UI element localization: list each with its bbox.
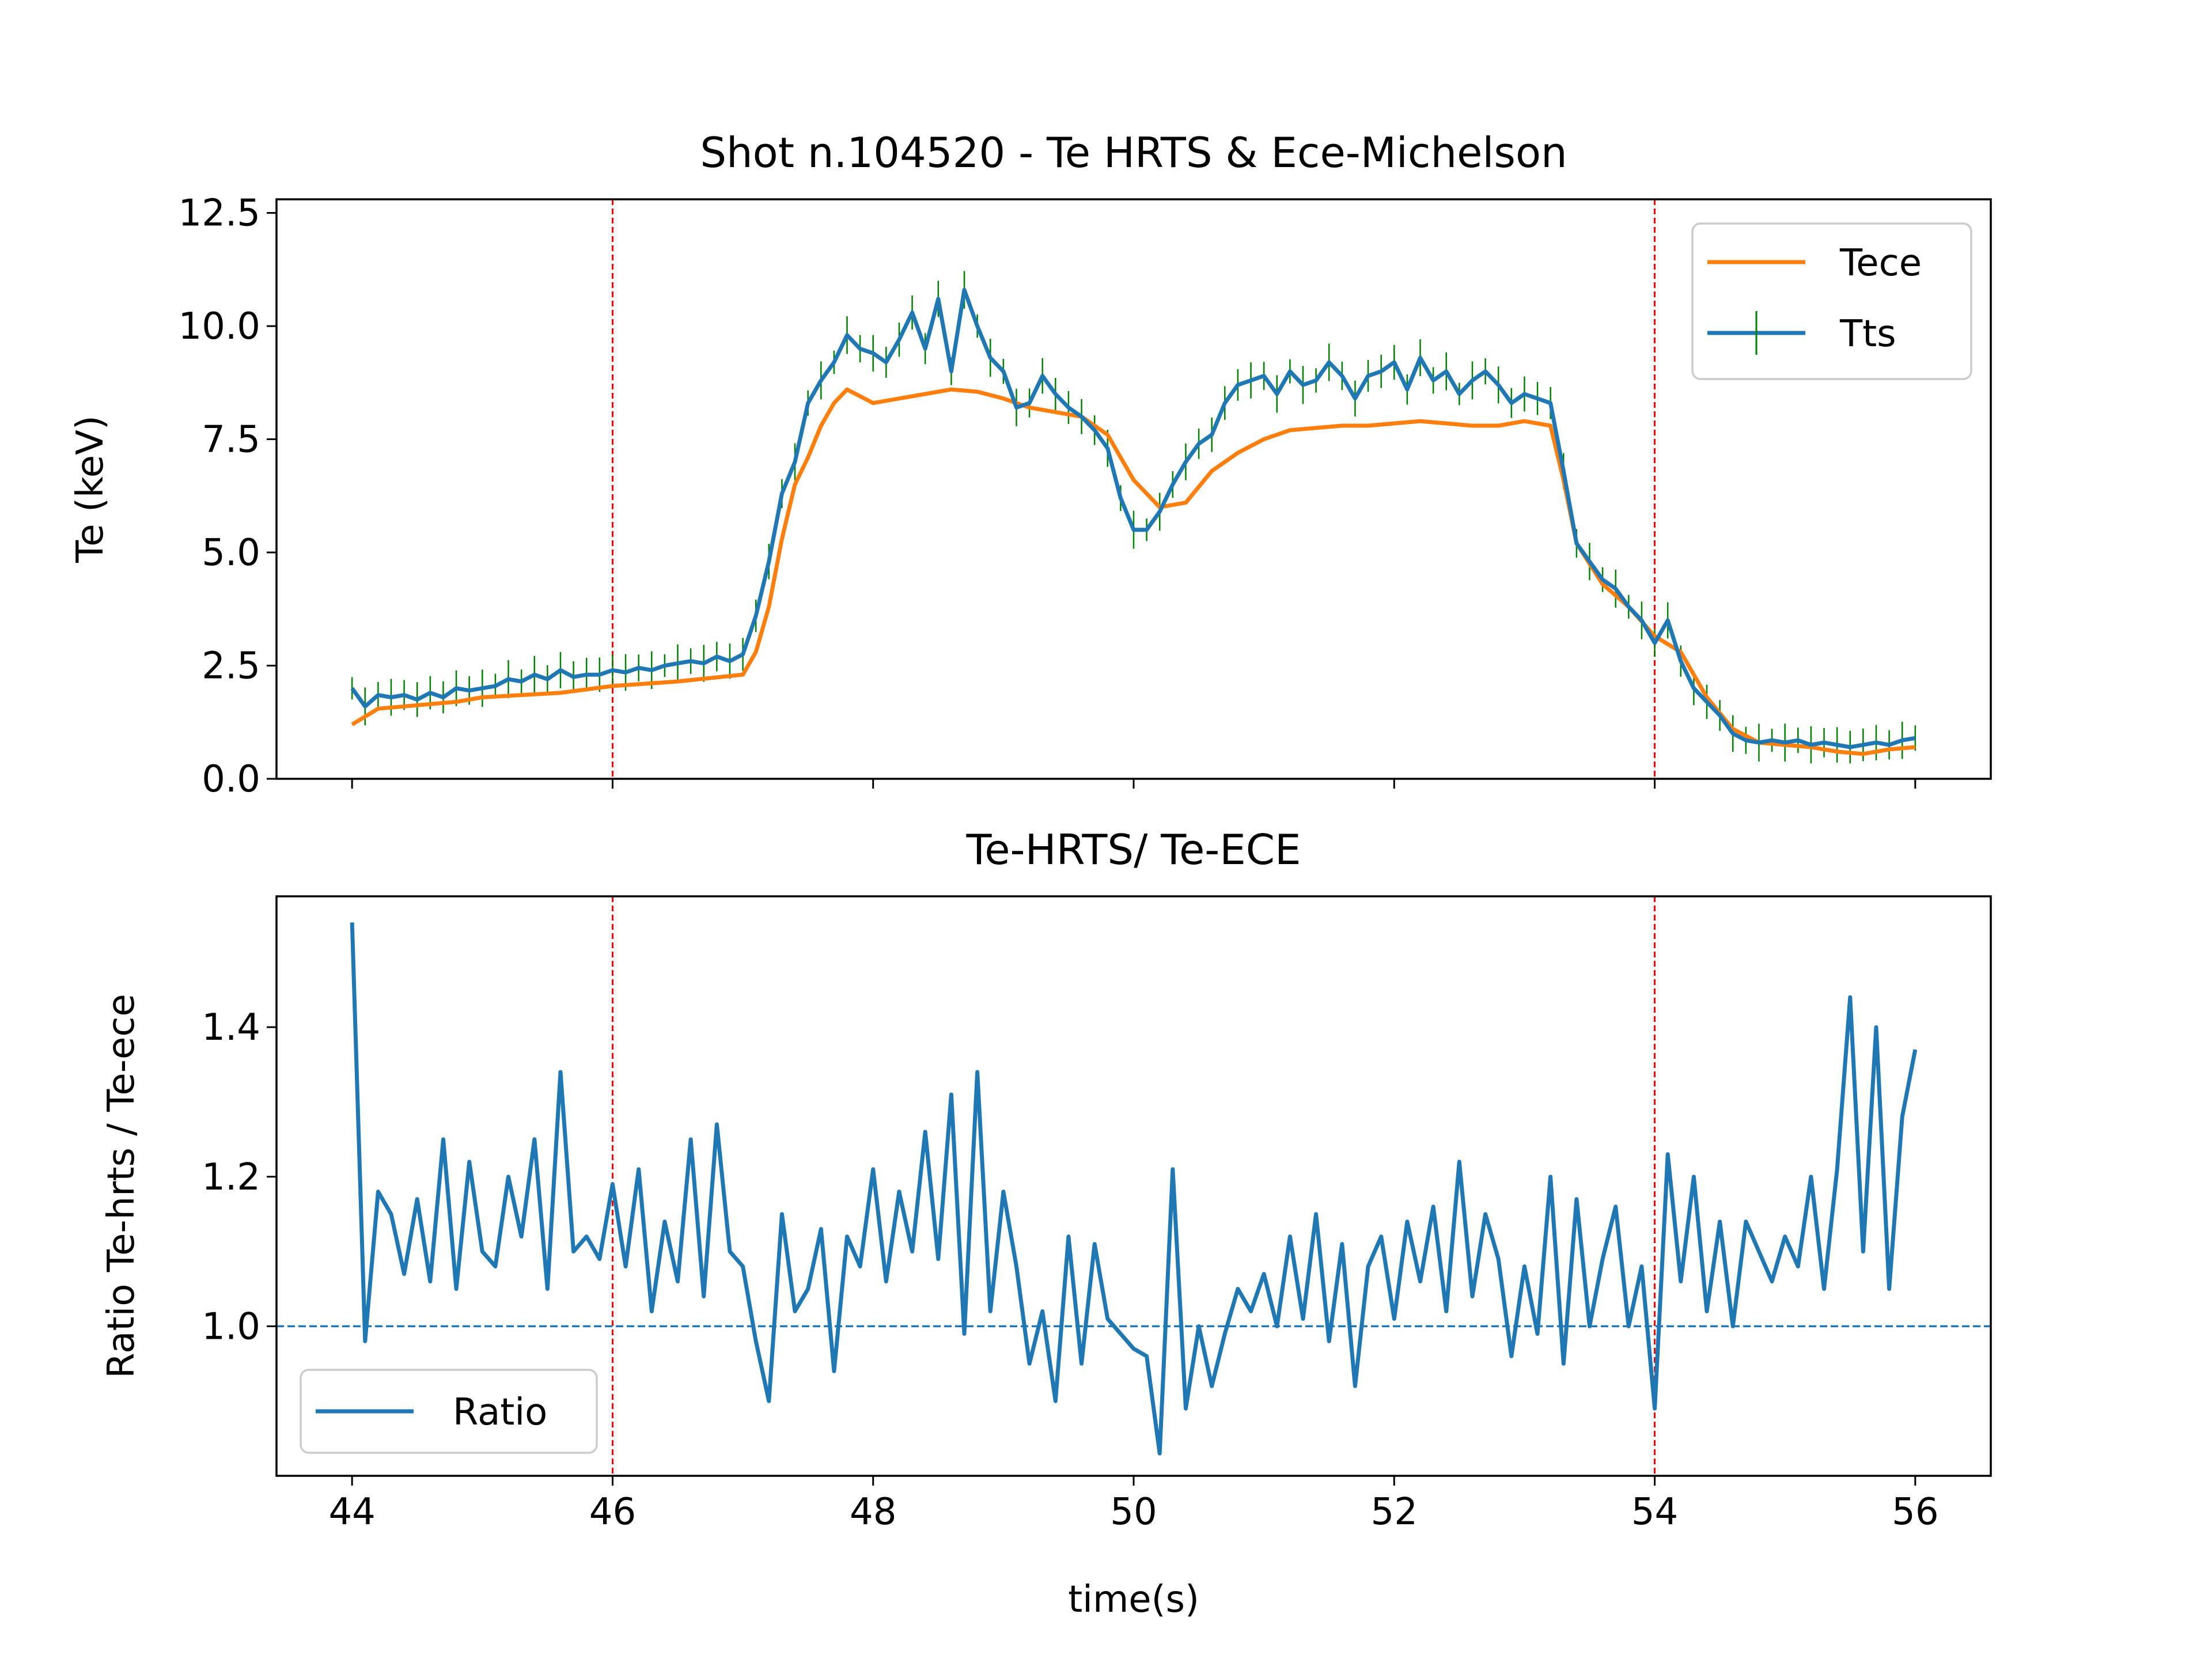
te-y-axis-label: Te (keV) — [69, 415, 112, 563]
x-tick-label: 44 — [328, 1491, 375, 1533]
x-tick-label: 48 — [850, 1491, 896, 1533]
ratio-plot-area — [276, 896, 1991, 1476]
tece-line — [351, 387, 1916, 756]
x-tick-label: 52 — [1371, 1491, 1418, 1533]
y-tick-label: 5.0 — [202, 532, 260, 574]
y-tick-label: 1.0 — [202, 1305, 260, 1348]
ratio-panel: 1.0 1.2 1.4 44 46 48 50 52 54 56 Te-HRTS/ Te-ECE… — [100, 825, 1992, 1621]
te-series — [350, 287, 1916, 756]
te-legend-box — [1691, 222, 1972, 380]
tece-legend-label: Tece — [1839, 242, 1922, 285]
x-tick-label: 46 — [589, 1491, 636, 1533]
ratio-y-axis-label: Ratio Te-hrts / Te-ece — [100, 994, 143, 1378]
ratio-chart-title: Te-HRTS/ Te-ECE — [965, 825, 1301, 874]
x-tick-label: 54 — [1631, 1491, 1678, 1533]
y-tick-label: 1.4 — [202, 1006, 260, 1049]
te-x-ticks — [351, 779, 1916, 789]
ratio-x-ticks: 44 46 48 50 52 54 56 — [328, 1476, 1939, 1533]
x-axis-label: time(s) — [1068, 1578, 1199, 1621]
te-panel: 0.0 2.5 5.0 7.5 10.0 12.5 Shot n.104520 - Te … — [69, 128, 1992, 801]
tts-line — [350, 287, 1916, 749]
x-tick-label: 56 — [1892, 1491, 1938, 1533]
ratio-legend-label: Ratio — [453, 1391, 547, 1434]
ratio-series — [350, 922, 1918, 1456]
y-tick-label: 0.0 — [202, 758, 260, 801]
ratio-y-ticks: 1.0 1.2 1.4 — [202, 1006, 276, 1348]
y-tick-label: 2.5 — [202, 645, 260, 688]
y-tick-label: 7.5 — [202, 419, 260, 461]
te-y-ticks: 0.0 2.5 5.0 7.5 10.0 12.5 — [179, 192, 276, 801]
y-tick-label: 12.5 — [179, 192, 261, 235]
x-tick-label: 50 — [1110, 1491, 1157, 1533]
ratio-legend: Ratio — [300, 1369, 598, 1454]
y-tick-label: 10.0 — [179, 305, 261, 348]
te-chart-title: Shot n.104520 - Te HRTS & Ece-Michelson — [700, 128, 1567, 177]
tts-legend-label: Tts — [1839, 313, 1896, 355]
y-tick-label: 1.2 — [202, 1156, 260, 1199]
te-plot-area — [350, 199, 1916, 779]
te-legend: Tece Tts — [1691, 222, 1972, 380]
ratio-legend-box — [300, 1369, 598, 1454]
ratio-line — [350, 922, 1918, 1456]
